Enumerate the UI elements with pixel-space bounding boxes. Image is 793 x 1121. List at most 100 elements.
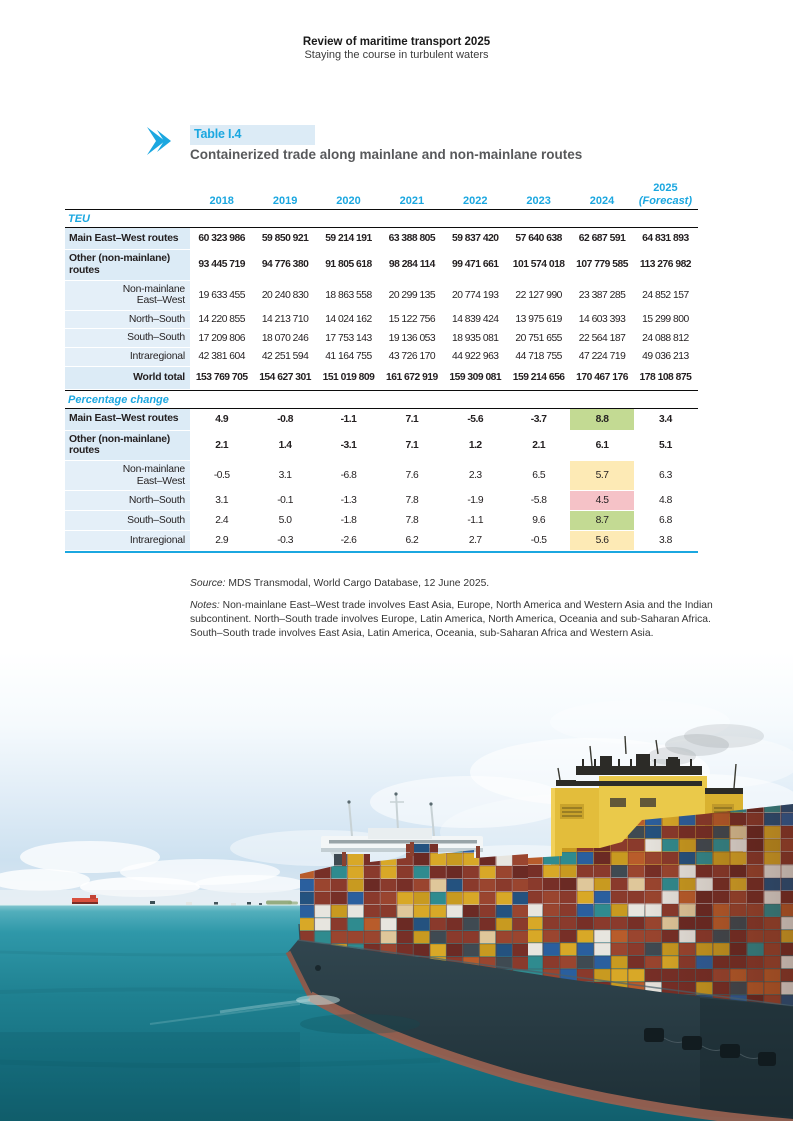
row-label: Main East–West routes bbox=[65, 408, 190, 431]
value-cell: 17 209 806 bbox=[190, 329, 254, 349]
highlighted-value-cell: 8.8 bbox=[570, 408, 634, 431]
section-header: Percentage change bbox=[65, 391, 698, 409]
value-cell: 20 751 655 bbox=[506, 329, 571, 349]
report-subtitle: Staying the course in turbulent waters bbox=[304, 49, 489, 62]
running-head: Review of maritime transport 2025 Stayin… bbox=[0, 36, 793, 62]
value-cell: -0.8 bbox=[253, 409, 317, 431]
value-cell: 1.2 bbox=[443, 431, 507, 462]
row-label: Intraregional bbox=[65, 531, 190, 552]
island bbox=[266, 900, 292, 905]
value-cell: 2.7 bbox=[443, 531, 507, 552]
value-cell: 63 388 805 bbox=[380, 228, 444, 251]
value-cell: -0.5 bbox=[190, 461, 254, 492]
value-cell: 7.8 bbox=[380, 491, 444, 512]
value-cell: -1.3 bbox=[316, 491, 381, 512]
value-cell: 154 627 301 bbox=[253, 367, 317, 390]
year-header-forecast: 2025 (Forecast) bbox=[638, 182, 693, 207]
table-title: Containerized trade along mainlane and n… bbox=[190, 146, 583, 162]
ship-photo bbox=[0, 652, 793, 1121]
value-cell: 44 922 963 bbox=[443, 348, 507, 367]
value-cell: 42 381 604 bbox=[190, 348, 254, 367]
antenna-masts bbox=[557, 735, 737, 789]
value-cell: 59 850 921 bbox=[253, 228, 317, 251]
value-cell: 18 863 558 bbox=[316, 281, 381, 311]
value-cell: -1.8 bbox=[316, 511, 381, 532]
value-cell: -0.3 bbox=[253, 531, 317, 552]
hull bbox=[285, 923, 793, 1121]
lashing-bridges bbox=[342, 842, 480, 866]
value-cell: 42 251 594 bbox=[253, 348, 317, 367]
notes-text: Non-mainlane East–West trade involves Ea… bbox=[190, 600, 713, 639]
rule bbox=[65, 389, 698, 391]
year-header: 2022 bbox=[463, 194, 488, 207]
value-cell: -5.6 bbox=[443, 409, 507, 431]
distant-ships bbox=[72, 895, 298, 906]
source-label: Source: bbox=[190, 578, 226, 590]
value-cell: 3.1 bbox=[190, 491, 254, 512]
value-cell: 20 299 135 bbox=[380, 281, 444, 311]
table-row: Non-mainlane East–West 19 633 455 20 240 83… bbox=[65, 280, 698, 311]
value-cell: 14 024 162 bbox=[316, 311, 381, 330]
year-header: 2019 bbox=[272, 194, 298, 207]
value-cell: 6.1 bbox=[570, 431, 634, 462]
value-cell: 2.1 bbox=[190, 431, 254, 462]
value-cell: 15 299 800 bbox=[633, 311, 698, 330]
value-cell: 151 019 809 bbox=[316, 367, 381, 390]
value-cell: 43 726 170 bbox=[380, 348, 444, 367]
louver-vents bbox=[560, 804, 734, 819]
value-cell: 4.9 bbox=[190, 409, 254, 431]
rule bbox=[65, 209, 698, 211]
value-cell: 2.4 bbox=[190, 511, 254, 532]
row-label: Non-mainlane East–West bbox=[65, 280, 190, 311]
row-label: Other (non-mainlane) routes bbox=[65, 430, 190, 462]
value-cell: 22 564 187 bbox=[570, 329, 634, 349]
value-cell: 107 779 585 bbox=[570, 250, 634, 281]
table-row: Non-mainlane East–West -0.5 3.1 -6.8 7.6 2.3 6.… bbox=[65, 461, 698, 492]
value-cell: 18 935 081 bbox=[443, 329, 507, 349]
value-cell: 19 136 053 bbox=[380, 329, 444, 349]
row-label: World total bbox=[65, 366, 190, 390]
value-cell: 20 774 193 bbox=[443, 281, 507, 311]
table-row: South–South 17 209 806 18 070 246 17 753 14… bbox=[65, 329, 698, 349]
value-cell: -2.6 bbox=[316, 531, 381, 552]
table-row: North–South 3.1 -0.1 -1.3 7.8 -1.9 -5.8 4.5 4.8 bbox=[65, 491, 698, 512]
section-header: TEU bbox=[65, 210, 698, 229]
value-cell: 14 839 424 bbox=[443, 311, 507, 330]
value-cell: 6.3 bbox=[633, 461, 698, 492]
value-cell: 20 240 830 bbox=[253, 281, 317, 311]
highlighted-value-cell: 5.7 bbox=[570, 461, 634, 492]
value-cell: 5.1 bbox=[633, 431, 698, 462]
value-cell: 57 640 638 bbox=[506, 228, 571, 251]
bridge-windows bbox=[329, 840, 477, 844]
value-cell: 44 718 755 bbox=[506, 348, 571, 367]
value-cell: 7.8 bbox=[380, 511, 444, 532]
value-cell: 2.1 bbox=[506, 431, 571, 462]
value-cell: 94 776 380 bbox=[253, 250, 317, 281]
value-cell: 6.2 bbox=[380, 531, 444, 552]
value-cell: 17 753 143 bbox=[316, 329, 381, 349]
value-cell: 159 214 656 bbox=[506, 367, 571, 390]
value-cell: 62 687 591 bbox=[570, 228, 634, 251]
table-row: South–South 2.4 5.0 -1.8 7.8 -1.1 9.6 8.7 6.8 bbox=[65, 511, 698, 532]
chevron-right-icon bbox=[147, 127, 171, 155]
value-cell: 91 805 618 bbox=[316, 250, 381, 281]
row-label: North–South bbox=[65, 310, 190, 330]
value-cell: -1.1 bbox=[316, 409, 381, 431]
wake bbox=[149, 995, 420, 1034]
value-cell: 113 276 982 bbox=[633, 250, 698, 281]
highlighted-value-cell: 4.5 bbox=[570, 491, 634, 512]
value-cell: 170 467 176 bbox=[570, 367, 634, 390]
value-cell: 2.9 bbox=[190, 531, 254, 552]
value-cell: -3.1 bbox=[316, 431, 381, 462]
table-row: World total 153 769 705 154 627 301 151 019… bbox=[65, 366, 698, 390]
value-cell: 24 852 157 bbox=[633, 281, 698, 311]
source-text: MDS Transmodal, World Cargo Database, 12… bbox=[225, 578, 490, 590]
source-note: Source: MDS Transmodal, World Cargo Data… bbox=[190, 577, 738, 591]
value-cell: 153 769 705 bbox=[190, 367, 254, 390]
value-cell: 2.3 bbox=[443, 461, 507, 492]
value-cell: 1.4 bbox=[253, 431, 317, 462]
notes: Notes: Non-mainlane East–West trade invo… bbox=[190, 599, 738, 640]
notes-label: Notes: bbox=[190, 600, 220, 612]
row-label: Non-mainlane East–West bbox=[65, 461, 190, 492]
value-cell: 13 975 619 bbox=[506, 311, 571, 330]
